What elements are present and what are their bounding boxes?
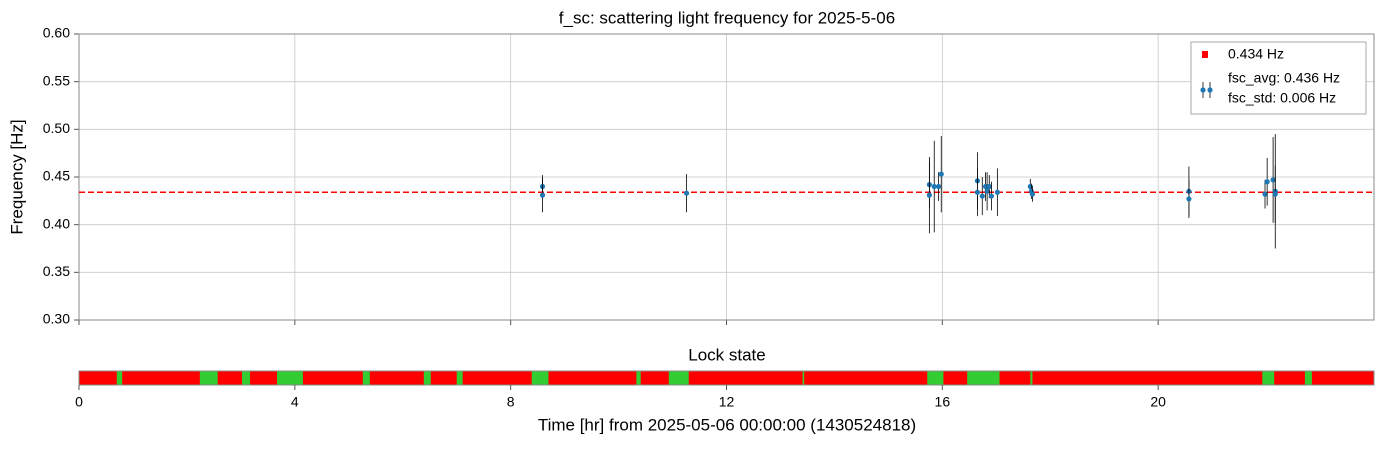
data-point (931, 183, 937, 190)
y-tick-label: 0.60 (43, 25, 70, 41)
y-tick-label: 0.30 (43, 311, 70, 327)
locked-interval (531, 371, 549, 385)
legend-marker (1200, 87, 1206, 93)
data-point (988, 193, 995, 199)
x-tick-label: 12 (719, 394, 735, 410)
data-point (938, 171, 944, 177)
y-tick-label: 0.35 (43, 263, 70, 279)
plot-frame (78, 33, 1375, 321)
locked-interval (1304, 371, 1312, 385)
data-point (994, 189, 1000, 195)
data-point (986, 183, 992, 190)
locked-interval (456, 371, 463, 385)
data-point (539, 192, 546, 198)
data-point (926, 192, 932, 198)
locked-interval (277, 371, 303, 385)
locked-interval (241, 371, 251, 385)
y-tick-label: 0.55 (43, 72, 70, 88)
data-point (1272, 191, 1278, 197)
legend-label: fsc_std: 0.006 Hz (1228, 90, 1336, 106)
legend-marker (1207, 87, 1213, 93)
locked-interval (636, 371, 641, 385)
legend-marker (1202, 51, 1208, 58)
locked-interval (1030, 371, 1033, 385)
x-tick-label: 16 (935, 394, 951, 410)
data-point (1270, 177, 1276, 183)
y-tick-label: 0.45 (43, 168, 70, 184)
locked-interval (423, 371, 431, 385)
locked-interval (668, 371, 689, 385)
x-tick-label: 8 (507, 394, 515, 410)
data-point (1262, 191, 1268, 197)
locked-interval (116, 371, 123, 385)
locked-interval (199, 371, 218, 385)
chart-title: f_sc: scattering light frequency for 202… (559, 8, 895, 27)
data-point (1029, 191, 1036, 197)
locked-interval (362, 371, 370, 385)
locked-interval (927, 371, 944, 385)
data-point (984, 188, 990, 194)
data-point (935, 183, 942, 190)
legend-label: 0.434 Hz (1228, 46, 1284, 62)
y-axis-label: Frequency [Hz] (7, 119, 26, 234)
y-tick-label: 0.50 (43, 120, 70, 136)
data-point (683, 190, 690, 196)
x-axis-label: Time [hr] from 2025-05-06 00:00:00 (1430… (538, 415, 916, 434)
y-tick-label: 0.40 (43, 215, 70, 231)
x-tick-label: 4 (291, 394, 299, 410)
data-point (974, 189, 981, 195)
x-tick-label: 20 (1150, 394, 1166, 410)
locked-interval (802, 371, 805, 385)
data-point (979, 193, 985, 199)
x-tick-label: 0 (75, 394, 83, 410)
lock-title: Lock state (688, 345, 766, 364)
data-point (1264, 179, 1270, 185)
data-point (1186, 196, 1192, 202)
locked-interval (967, 371, 1000, 385)
legend-label: fsc_avg: 0.436 Hz (1228, 70, 1340, 86)
locked-interval (1262, 371, 1275, 385)
unlocked-background (79, 371, 1374, 385)
legend-box (1190, 41, 1367, 115)
